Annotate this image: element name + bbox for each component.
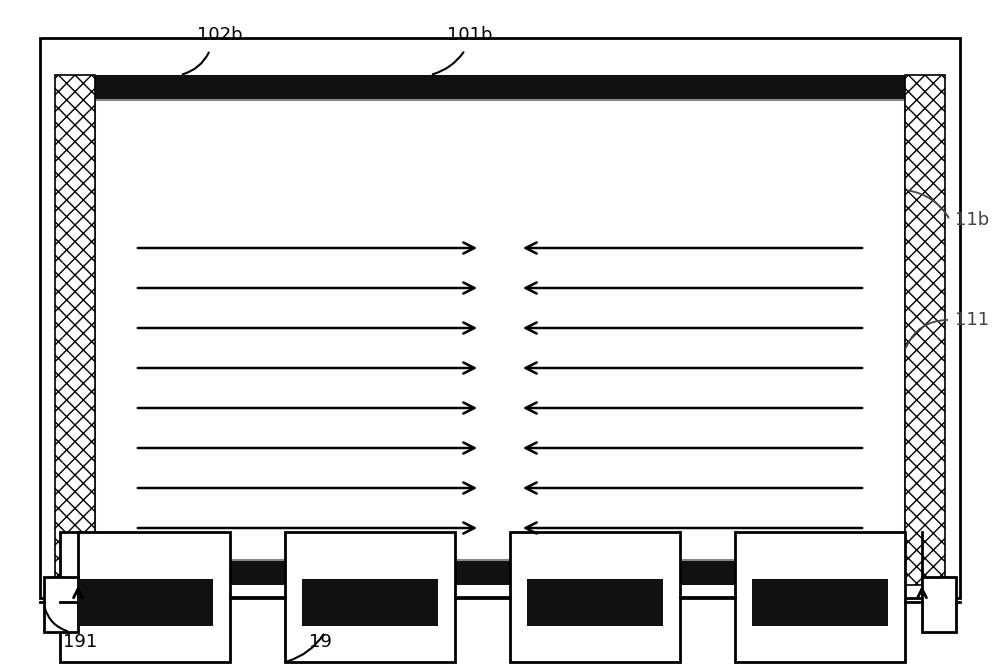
Bar	[302, 579, 438, 626]
Text: 19: 19	[309, 633, 331, 651]
Bar	[95, 100, 905, 560]
Bar	[752, 579, 888, 626]
Bar	[735, 532, 905, 662]
Text: 101b: 101b	[447, 26, 493, 44]
Text: 102b: 102b	[197, 26, 243, 44]
Bar	[60, 532, 230, 662]
Text: 11b: 11b	[955, 211, 989, 229]
Bar	[905, 75, 945, 585]
Bar	[77, 579, 213, 626]
Bar	[44, 577, 78, 632]
Bar	[40, 38, 960, 598]
Bar	[285, 532, 455, 662]
Bar	[527, 579, 663, 626]
Text: 191: 191	[63, 633, 97, 651]
Bar	[55, 75, 95, 585]
Text: 111: 111	[955, 311, 989, 329]
Bar	[510, 532, 680, 662]
Bar	[922, 577, 956, 632]
Bar	[55, 75, 945, 585]
